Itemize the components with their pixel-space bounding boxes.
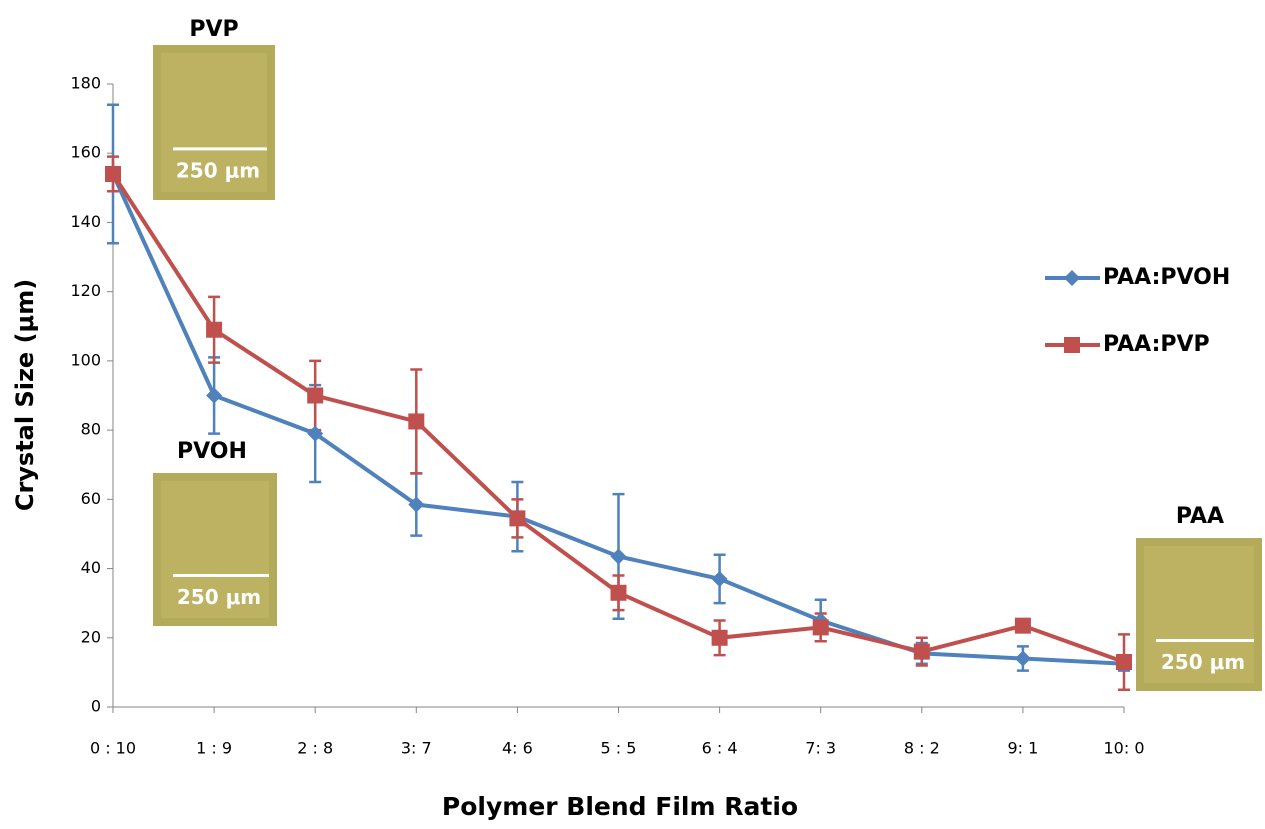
data-point bbox=[712, 630, 728, 646]
data-point bbox=[307, 388, 323, 404]
x-tick-label: 9: 1 bbox=[1007, 739, 1038, 758]
inset-label: PVP bbox=[189, 17, 238, 42]
y-tick-label: 60 bbox=[81, 489, 101, 508]
scale-label: 250 μm bbox=[177, 585, 261, 609]
x-tick-label: 3: 7 bbox=[401, 739, 432, 758]
legend-label: PAA:PVOH bbox=[1103, 265, 1230, 290]
data-point bbox=[1015, 651, 1031, 667]
x-tick-label: 2 : 8 bbox=[297, 739, 333, 758]
y-axis-title: Crystal Size (μm) bbox=[11, 279, 39, 511]
y-tick-label: 160 bbox=[70, 143, 101, 162]
x-tick-label: 10: 0 bbox=[1103, 739, 1144, 758]
data-point bbox=[1015, 618, 1031, 634]
x-tick-label: 4: 6 bbox=[502, 739, 533, 758]
x-tick-label: 0 : 10 bbox=[90, 739, 136, 758]
data-point bbox=[206, 388, 222, 404]
x-tick-label: 5 : 5 bbox=[601, 739, 637, 758]
data-point bbox=[206, 322, 222, 338]
data-point bbox=[712, 571, 728, 587]
x-tick-label: 7: 3 bbox=[805, 739, 836, 758]
y-tick-label: 140 bbox=[70, 212, 101, 231]
x-tick-label: 6 : 4 bbox=[702, 739, 738, 758]
y-tick-label: 180 bbox=[70, 74, 101, 93]
chart: Polymer Blend Film Ratio Crystal Size (μ… bbox=[0, 0, 1265, 825]
legend-marker bbox=[1064, 337, 1080, 353]
scale-label: 250 μm bbox=[1161, 650, 1245, 674]
data-point bbox=[914, 644, 930, 660]
y-tick-label: 120 bbox=[70, 281, 101, 300]
data-point bbox=[813, 619, 829, 635]
x-tick-label: 8 : 2 bbox=[904, 739, 940, 758]
legend-marker bbox=[1064, 270, 1080, 286]
x-axis-title: Polymer Blend Film Ratio bbox=[442, 792, 798, 821]
y-tick-label: 0 bbox=[91, 697, 101, 716]
y-tick-label: 80 bbox=[81, 420, 101, 439]
legend-label: PAA:PVP bbox=[1103, 332, 1210, 357]
data-point bbox=[611, 585, 627, 601]
data-point bbox=[408, 413, 424, 429]
inset-label: PVOH bbox=[177, 439, 247, 464]
x-tick-label: 1 : 9 bbox=[196, 739, 232, 758]
y-tick-label: 20 bbox=[81, 627, 101, 646]
data-point bbox=[611, 548, 627, 564]
inset-label: PAA bbox=[1176, 504, 1224, 529]
scale-label: 250 μm bbox=[176, 159, 260, 183]
data-point bbox=[509, 510, 525, 526]
data-point bbox=[105, 166, 121, 182]
y-tick-label: 100 bbox=[70, 350, 101, 369]
y-tick-label: 40 bbox=[81, 558, 101, 577]
data-point bbox=[1116, 654, 1132, 670]
